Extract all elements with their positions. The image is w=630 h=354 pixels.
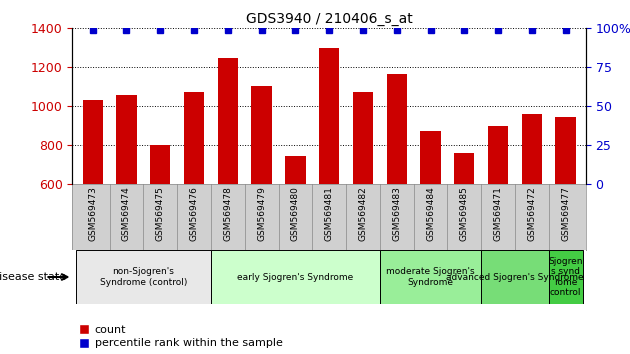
Bar xyxy=(353,92,373,184)
Title: GDS3940 / 210406_s_at: GDS3940 / 210406_s_at xyxy=(246,12,413,26)
Text: Sjogren
s synd
rome
control: Sjogren s synd rome control xyxy=(548,257,583,297)
Text: GSM569481: GSM569481 xyxy=(324,186,334,241)
Bar xyxy=(76,250,211,304)
Bar xyxy=(481,250,549,304)
Bar xyxy=(184,92,204,184)
Text: GSM569478: GSM569478 xyxy=(224,186,232,241)
Bar xyxy=(522,114,542,184)
Bar xyxy=(488,126,508,184)
Text: early Sjogren's Syndrome: early Sjogren's Syndrome xyxy=(238,273,353,281)
Text: GSM569474: GSM569474 xyxy=(122,186,131,241)
Bar xyxy=(285,156,306,184)
Text: advanced Sjogren's Syndrome: advanced Sjogren's Syndrome xyxy=(446,273,584,281)
Bar xyxy=(83,101,103,184)
Text: GSM569484: GSM569484 xyxy=(426,186,435,241)
Bar xyxy=(420,131,440,184)
Text: GSM569482: GSM569482 xyxy=(358,186,367,241)
Legend: count, percentile rank within the sample: count, percentile rank within the sample xyxy=(78,325,282,348)
Text: moderate Sjogren's
Syndrome: moderate Sjogren's Syndrome xyxy=(386,267,475,287)
Text: GSM569471: GSM569471 xyxy=(493,186,503,241)
Bar xyxy=(319,48,340,184)
Text: GSM569477: GSM569477 xyxy=(561,186,570,241)
Text: non-Sjogren's
Syndrome (control): non-Sjogren's Syndrome (control) xyxy=(100,267,187,287)
Bar xyxy=(380,250,481,304)
Bar xyxy=(454,153,474,184)
Bar xyxy=(211,250,380,304)
Bar xyxy=(549,250,583,304)
Text: GSM569485: GSM569485 xyxy=(460,186,469,241)
Text: GSM569480: GSM569480 xyxy=(291,186,300,241)
Text: GSM569472: GSM569472 xyxy=(527,186,536,241)
Bar xyxy=(117,96,137,184)
Text: GSM569483: GSM569483 xyxy=(392,186,401,241)
Bar xyxy=(218,58,238,184)
Bar xyxy=(150,145,170,184)
Text: GSM569479: GSM569479 xyxy=(257,186,266,241)
Bar xyxy=(556,117,576,184)
Text: GSM569475: GSM569475 xyxy=(156,186,165,241)
Bar xyxy=(387,74,407,184)
Text: GSM569476: GSM569476 xyxy=(190,186,198,241)
Text: GSM569473: GSM569473 xyxy=(88,186,97,241)
Text: disease state: disease state xyxy=(0,272,66,282)
Bar xyxy=(251,86,272,184)
